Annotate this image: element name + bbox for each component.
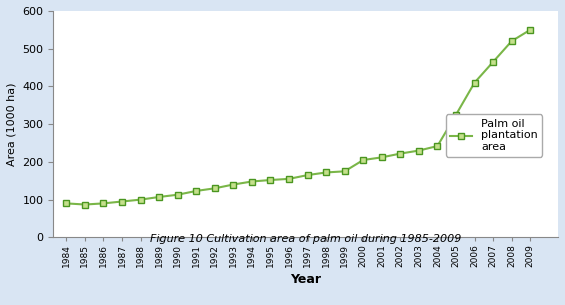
Palm oil
plantation
area xyxy=(490,60,497,64)
Text: Figure 10 Cultivation area of palm oil during 1985-2009: Figure 10 Cultivation area of palm oil d… xyxy=(150,234,462,244)
Palm oil
plantation
area xyxy=(267,178,274,182)
Legend: Palm oil
plantation
area: Palm oil plantation area xyxy=(446,114,542,156)
Palm oil
plantation
area xyxy=(100,202,107,205)
Palm oil
plantation
area xyxy=(508,39,515,43)
Line: Palm oil
plantation
area: Palm oil plantation area xyxy=(63,26,534,208)
Palm oil
plantation
area xyxy=(397,152,404,156)
Palm oil
plantation
area xyxy=(230,183,237,186)
Palm oil
plantation
area xyxy=(81,203,88,206)
Palm oil
plantation
area xyxy=(415,149,422,152)
Palm oil
plantation
area xyxy=(434,144,441,148)
Palm oil
plantation
area xyxy=(137,198,144,201)
Palm oil
plantation
area xyxy=(211,186,218,190)
X-axis label: Year: Year xyxy=(290,273,321,286)
Palm oil
plantation
area xyxy=(341,170,348,173)
Palm oil
plantation
area xyxy=(119,200,125,203)
Palm oil
plantation
area xyxy=(527,28,533,32)
Palm oil
plantation
area xyxy=(304,173,311,177)
Palm oil
plantation
area xyxy=(249,180,255,183)
Palm oil
plantation
area xyxy=(471,81,478,84)
Palm oil
plantation
area xyxy=(156,195,163,199)
Palm oil
plantation
area xyxy=(323,170,329,174)
Palm oil
plantation
area xyxy=(286,177,293,181)
Palm oil
plantation
area xyxy=(453,113,459,117)
Palm oil
plantation
area xyxy=(63,202,69,205)
Palm oil
plantation
area xyxy=(193,189,199,193)
Palm oil
plantation
area xyxy=(360,158,367,162)
Palm oil
plantation
area xyxy=(379,156,385,159)
Palm oil
plantation
area xyxy=(174,193,181,196)
Y-axis label: Area (1000 ha): Area (1000 ha) xyxy=(7,82,17,166)
